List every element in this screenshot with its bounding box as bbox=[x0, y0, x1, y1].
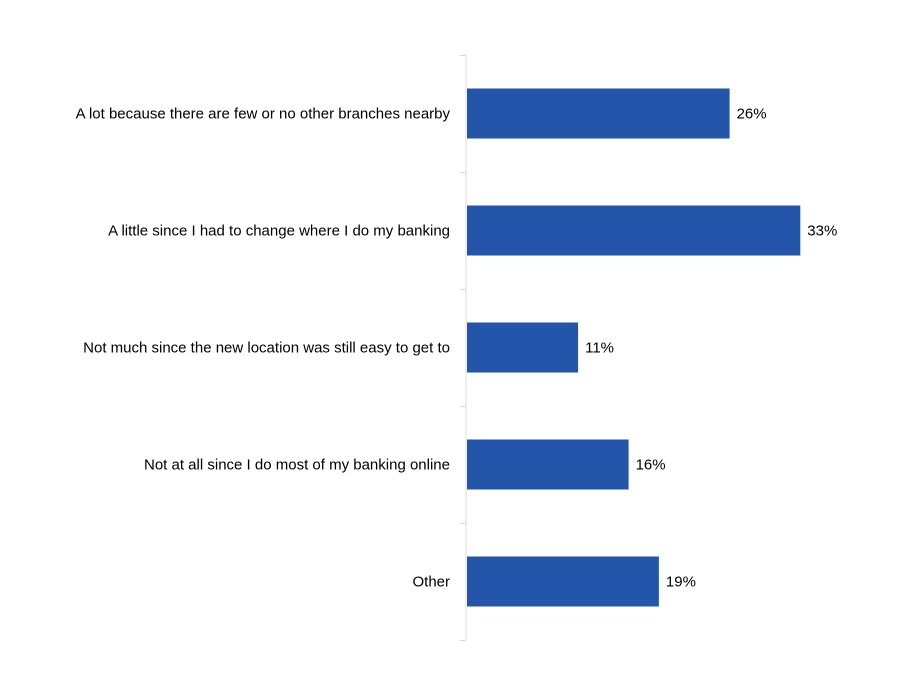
data-label: 16% bbox=[636, 457, 666, 474]
category-label: Other bbox=[412, 574, 450, 591]
bar bbox=[467, 439, 629, 490]
bar bbox=[467, 88, 730, 139]
data-label: 11% bbox=[585, 340, 614, 357]
data-label: 26% bbox=[737, 106, 767, 123]
bar bbox=[467, 322, 579, 373]
category-label: A lot because there are few or no other … bbox=[76, 106, 451, 123]
category-label: Not much since the new location was stil… bbox=[83, 340, 450, 357]
value-labels: 26% 33% 11% 16% 19% bbox=[585, 106, 837, 591]
data-label: 19% bbox=[666, 574, 696, 591]
bar-series bbox=[467, 88, 801, 607]
chart-axis bbox=[460, 55, 467, 641]
bar bbox=[467, 205, 801, 256]
category-label: A little since I had to change where I d… bbox=[108, 223, 450, 240]
category-label: Not at all since I do most of my banking… bbox=[144, 457, 450, 474]
bar bbox=[467, 556, 659, 607]
category-labels: A lot because there are few or no other … bbox=[76, 106, 451, 591]
data-label: 33% bbox=[807, 223, 837, 240]
